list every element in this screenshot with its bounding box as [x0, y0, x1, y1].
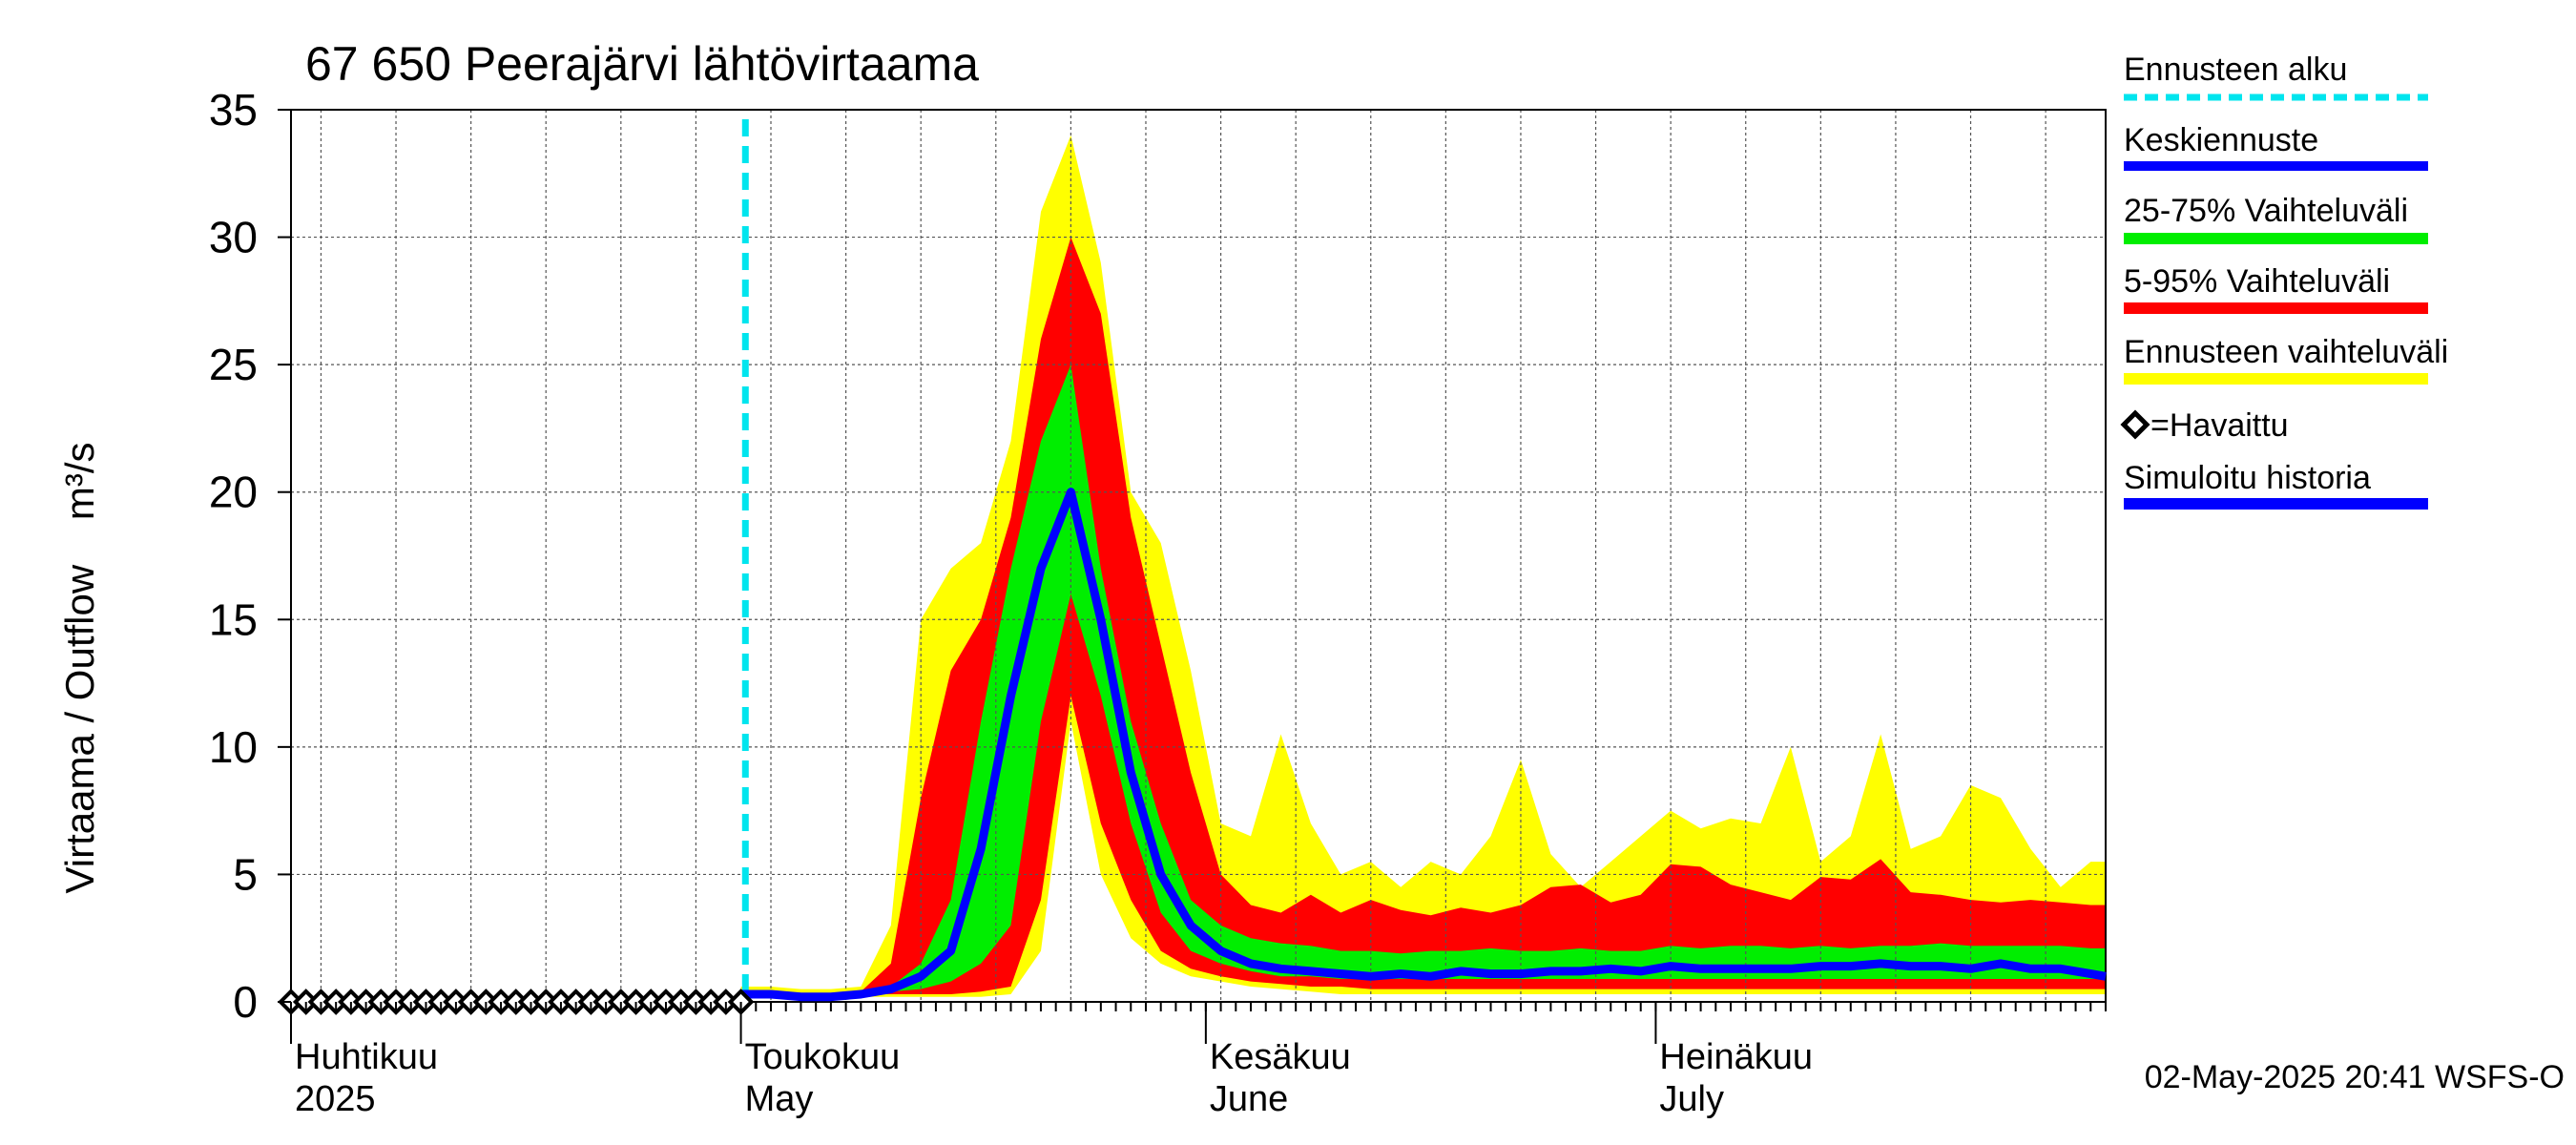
legend: Ennusteen alku Keskiennuste 25-75% Vaiht… [2120, 52, 2448, 510]
legend-median-label: Keskiennuste [2124, 122, 2318, 158]
legend-observed-diamond-icon [2120, 409, 2150, 440]
y-axis-ticks: 0 5 10 15 20 25 30 35 [209, 85, 291, 1027]
month-sublabel: May [745, 1079, 814, 1119]
legend-band-5-95-label: 5-95% Vaihteluväli [2124, 263, 2390, 300]
observed-markers [278, 989, 755, 1015]
chart-title: 67 650 Peerajärvi lähtövirtaama [305, 37, 979, 91]
grid [291, 110, 2106, 1002]
y-tick-label: 35 [209, 85, 258, 135]
legend-full-range-label: Ennusteen vaihteluväli [2124, 334, 2448, 370]
median-forecast-line [740, 488, 2107, 1002]
legend-forecast-start-label: Ennusteen alku [2124, 52, 2347, 88]
month-sublabel: June [1210, 1079, 1288, 1119]
y-tick-label: 30 [209, 213, 258, 262]
plot-frame [290, 109, 2107, 1003]
y-tick-label: 25 [209, 340, 258, 389]
legend-simulated-label: Simuloitu historia [2124, 460, 2371, 496]
band-5-95 [740, 237, 2106, 995]
month-sublabel: July [1659, 1079, 1724, 1119]
legend-observed-label: =Havaittu [2150, 407, 2289, 444]
month-sublabel: 2025 [295, 1079, 376, 1119]
month-label: Heinäkuu [1659, 1037, 1813, 1077]
footer-timestamp: 02-May-2025 20:41 WSFS-O [2145, 1059, 2565, 1095]
y-tick-label: 10 [209, 722, 258, 772]
legend-band-25-75-label: 25-75% Vaihteluväli [2124, 193, 2408, 229]
y-tick-label: 20 [209, 468, 258, 517]
y-tick-label: 0 [233, 977, 258, 1027]
y-tick-label: 15 [209, 594, 258, 644]
y-axis-label: Virtaama / Outflow m³/s [57, 442, 102, 893]
month-label: Toukokuu [745, 1037, 901, 1077]
month-label: Kesäkuu [1210, 1037, 1351, 1077]
y-tick-label: 5 [233, 849, 258, 899]
month-label: Huhtikuu [295, 1037, 438, 1077]
